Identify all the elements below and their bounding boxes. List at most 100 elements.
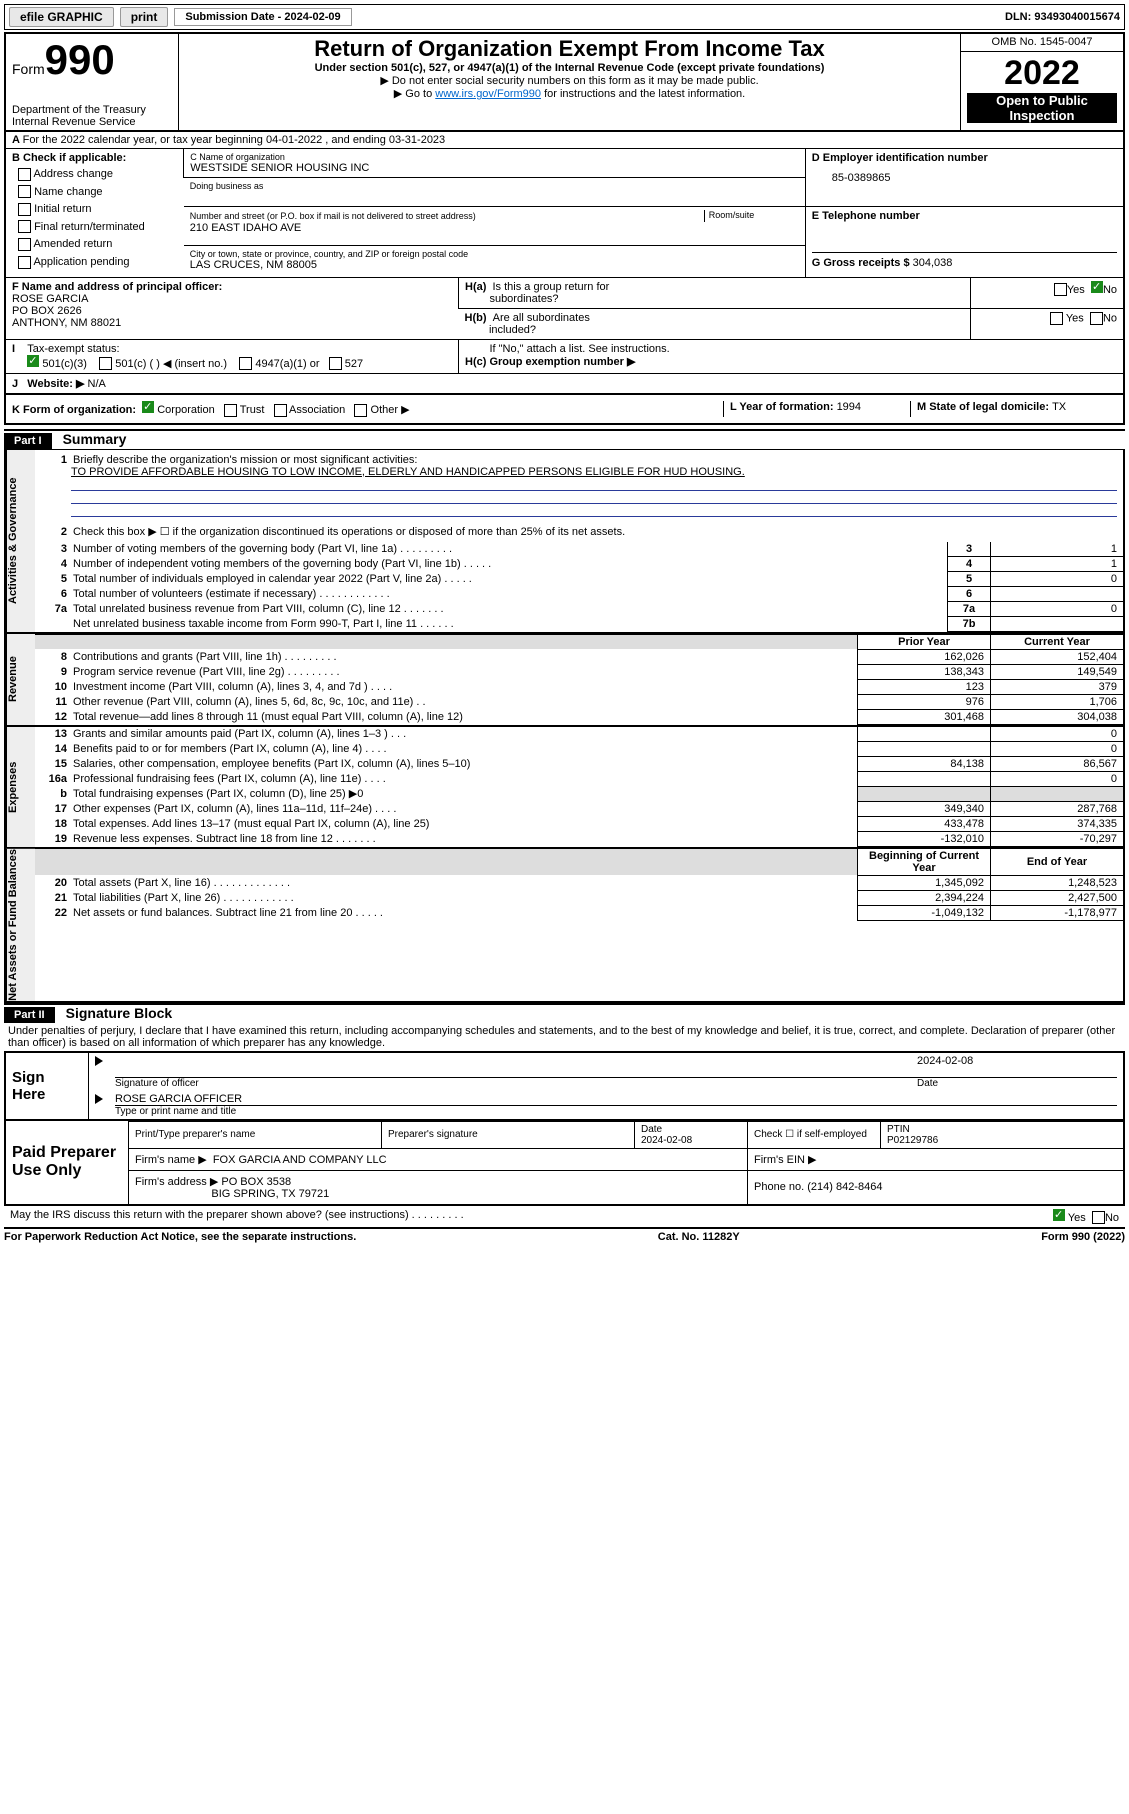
irs-link[interactable]: www.irs.gov/Form990 — [435, 88, 541, 100]
part1-rev: Revenue Prior Year Current Year 8Contrib… — [4, 634, 1125, 727]
form-title-cell: Return of Organization Exempt From Incom… — [179, 33, 961, 131]
j-website: J Website: ▶ N/A — [6, 374, 1123, 394]
end-year-hdr: End of Year — [991, 849, 1124, 876]
c-name-cell: C Name of organization WESTSIDE SENIOR H… — [184, 149, 805, 178]
i-tax-exempt: I Tax-exempt status: 501(c)(3) 501(c) ( … — [6, 339, 459, 374]
table-row: 7aTotal unrelated business revenue from … — [35, 601, 1123, 616]
hb-yn: Yes No — [971, 308, 1124, 339]
form-sub1: Under section 501(c), 527, or 4947(a)(1)… — [185, 62, 954, 74]
section-a-m: A For the 2022 calendar year, or tax yea… — [4, 132, 1125, 395]
prep-date: Date2024-02-08 — [635, 1121, 748, 1148]
may-irs-yes[interactable] — [1053, 1209, 1065, 1221]
check-final-return[interactable]: Final return/terminated — [18, 219, 171, 237]
check-other[interactable] — [354, 404, 367, 417]
table-row: 20Total assets (Part X, line 16) . . . .… — [35, 875, 1123, 890]
print-button[interactable]: print — [120, 7, 169, 27]
footer: For Paperwork Reduction Act Notice, see … — [4, 1231, 1125, 1243]
arrow-icon — [95, 1056, 103, 1066]
hb-note-hc: If "No," attach a list. See instructions… — [459, 339, 1124, 374]
table-row: bTotal fundraising expenses (Part IX, co… — [35, 786, 1123, 801]
ha-yes[interactable] — [1054, 283, 1067, 296]
dba-cell: Doing business as — [184, 178, 805, 207]
f-officer-cell: F Name and address of principal officer:… — [6, 278, 459, 340]
sign-date: 2024-02-08 — [911, 1055, 1117, 1078]
part1-body: Activities & Governance 1Briefly describ… — [4, 449, 1125, 634]
hb-yes[interactable] — [1050, 312, 1063, 325]
check-4947[interactable] — [239, 357, 252, 370]
vlabel-rev: Revenue — [6, 634, 35, 725]
d-ein-cell: D Employer identification number 85-0389… — [805, 149, 1123, 207]
table-row: Net unrelated business taxable income fr… — [35, 616, 1123, 631]
part1-net: Net Assets or Fund Balances Beginning of… — [4, 849, 1125, 1003]
check-corp[interactable] — [142, 401, 154, 413]
dln-label: DLN: 93493040015674 — [1005, 11, 1120, 23]
table-row: 4Number of independent voting members of… — [35, 556, 1123, 571]
hb-no[interactable] — [1090, 312, 1103, 325]
l-year: L Year of formation: 1994 — [723, 401, 910, 417]
check-501c[interactable] — [99, 357, 112, 370]
check-address-change[interactable]: Address change — [18, 166, 171, 184]
form-header: Form990 Department of the Treasury Inter… — [4, 32, 1125, 132]
table-row: 13Grants and similar amounts paid (Part … — [35, 727, 1123, 742]
k-l-m-row: K Form of organization: Corporation Trus… — [4, 395, 1125, 425]
info-table: B Check if applicable: Address change Na… — [6, 149, 1123, 278]
officer-name: ROSE GARCIA OFFICER — [115, 1093, 1117, 1106]
part2-header: Part II Signature Block — [4, 1003, 1125, 1023]
table-row: 6Total number of volunteers (estimate if… — [35, 586, 1123, 601]
table-row: 10Investment income (Part VIII, column (… — [35, 679, 1123, 694]
table-row: 14Benefits paid to or for members (Part … — [35, 741, 1123, 756]
form-sub3: ▶ Go to www.irs.gov/Form990 for instruct… — [185, 87, 954, 100]
paid-preparer-label: Paid Preparer Use Only — [5, 1121, 129, 1205]
table-row: 16aProfessional fundraising fees (Part I… — [35, 771, 1123, 786]
paperwork-notice: For Paperwork Reduction Act Notice, see … — [4, 1231, 356, 1243]
table-row: 8Contributions and grants (Part VIII, li… — [35, 649, 1123, 664]
table-row: 15Salaries, other compensation, employee… — [35, 756, 1123, 771]
sign-here-label: Sign Here — [5, 1052, 89, 1120]
prep-sig-lbl: Preparer's signature — [382, 1121, 635, 1148]
hb-cell: H(b) Are all subordinates included? — [459, 308, 971, 339]
prep-name-lbl: Print/Type preparer's name — [129, 1121, 382, 1148]
part1-header: Part I Summary — [4, 429, 1125, 449]
prep-check: Check ☐ if self-employed — [748, 1121, 881, 1148]
b-check-column: B Check if applicable: Address change Na… — [6, 149, 184, 277]
arrow-icon — [95, 1094, 103, 1104]
e-g-cell: E Telephone number G Gross receipts $ 30… — [805, 207, 1123, 278]
open-public-label: Open to Public Inspection — [967, 93, 1117, 123]
firm-name: Firm's name ▶ FOX GARCIA AND COMPANY LLC — [129, 1148, 748, 1170]
vlabel-gov: Activities & Governance — [6, 450, 35, 632]
table-row: 18Total expenses. Add lines 13–17 (must … — [35, 816, 1123, 831]
table-row: 12Total revenue—add lines 8 through 11 (… — [35, 709, 1123, 724]
ha-yn: Yes No — [971, 278, 1124, 309]
firm-phone: Phone no. (214) 842-8464 — [748, 1170, 1125, 1205]
table-row: 17Other expenses (Part IX, column (A), l… — [35, 801, 1123, 816]
sign-here-block: Sign Here 2024-02-08 Signature of office… — [4, 1051, 1125, 1121]
form-title: Return of Organization Exempt From Incom… — [185, 36, 954, 62]
check-initial-return[interactable]: Initial return — [18, 201, 171, 219]
form-number-cell: Form990 Department of the Treasury Inter… — [5, 33, 179, 131]
check-501c3[interactable] — [27, 355, 39, 367]
ha-no[interactable] — [1091, 281, 1103, 293]
year-cell: 2022 Open to Public Inspection — [961, 52, 1125, 131]
check-name-change[interactable]: Name change — [18, 184, 171, 202]
check-assoc[interactable] — [274, 404, 287, 417]
check-trust[interactable] — [224, 404, 237, 417]
a-tax-year: A For the 2022 calendar year, or tax yea… — [6, 132, 1123, 149]
line2: 2Check this box ▶ ☐ if the organization … — [35, 521, 1123, 542]
table-row: 22Net assets or fund balances. Subtract … — [35, 905, 1123, 920]
table-row: 3Number of voting members of the governi… — [35, 542, 1123, 557]
prep-ptin: PTINP02129786 — [881, 1121, 1125, 1148]
cat-no: Cat. No. 11282Y — [658, 1231, 740, 1243]
check-application[interactable]: Application pending — [18, 254, 171, 272]
m-state: M State of legal domicile: TX — [910, 401, 1117, 417]
ha-cell: H(a) Is this a group return for subordin… — [459, 278, 971, 309]
vlabel-exp: Expenses — [6, 727, 35, 847]
dept-label: Department of the Treasury — [12, 104, 172, 116]
efile-label: efile GRAPHIC — [9, 7, 114, 27]
check-527[interactable] — [329, 357, 342, 370]
may-irs-no[interactable] — [1092, 1211, 1105, 1224]
declaration: Under penalties of perjury, I declare th… — [4, 1023, 1125, 1051]
omb-cell: OMB No. 1545-0047 — [961, 33, 1125, 52]
check-amended[interactable]: Amended return — [18, 236, 171, 254]
table-row: 21Total liabilities (Part X, line 26) . … — [35, 890, 1123, 905]
table-row: 19Revenue less expenses. Subtract line 1… — [35, 831, 1123, 846]
